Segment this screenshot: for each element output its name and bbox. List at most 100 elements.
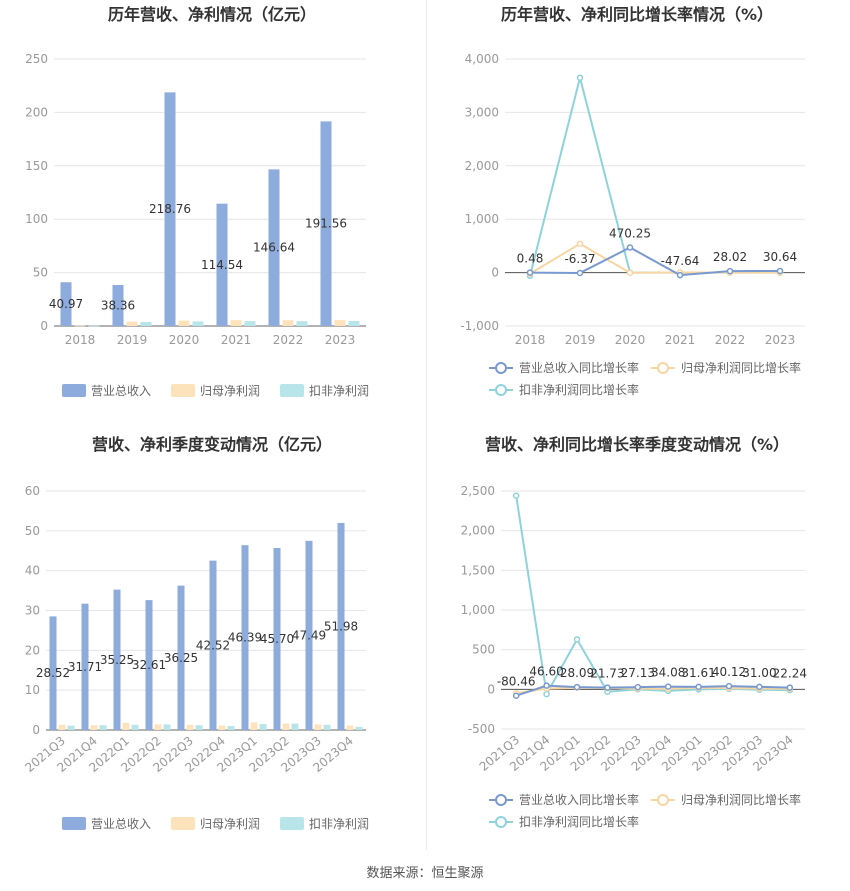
series-point-0: [776, 267, 784, 275]
series-line-1: [516, 686, 790, 695]
bar-deducted-profit: [296, 321, 308, 326]
y-tick-label: 1,000: [465, 212, 499, 226]
bar-revenue: [337, 522, 345, 730]
y-tick-label: 2,500: [461, 484, 495, 498]
y-tick-label: 0: [40, 319, 48, 333]
series-point-2: [576, 74, 584, 81]
bar-deducted-profit: [99, 725, 107, 730]
data-label: 218.76: [149, 202, 191, 216]
chart-title: 历年营收、净利情况（亿元）: [108, 5, 316, 24]
y-tick-label: 250: [25, 52, 48, 66]
bar-revenue: [81, 603, 89, 730]
quarterly-revenue-profit-chart: 营收、净利季度变动情况（亿元） 0 10 20 30 40 50 60 28.52 2021Q3 3…: [0, 430, 425, 860]
x-tick-label: 2023: [325, 333, 356, 347]
data-label: -80.46: [497, 675, 536, 689]
chart-title: 历年营收、净利同比增长率情况（%）: [501, 5, 773, 24]
y-tick-label: 2,000: [461, 524, 495, 538]
bar-net-profit: [230, 320, 242, 326]
bar-revenue: [241, 545, 249, 730]
series-point-0: [676, 271, 684, 279]
x-tick-label: 2021: [665, 333, 696, 347]
data-label: 146.64: [253, 241, 295, 255]
y-tick-label: 3,000: [465, 105, 499, 119]
bar-deducted-profit: [323, 724, 331, 730]
y-tick-label: -500: [468, 722, 495, 736]
bar-net-profit: [314, 724, 322, 730]
data-label: 40.12: [712, 665, 746, 679]
y-tick-label: 0: [487, 682, 495, 696]
data-source: 数据来源：恒生聚源: [366, 866, 484, 881]
y-tick-label: 500: [472, 643, 495, 657]
data-label: 28.02: [713, 250, 747, 264]
legend-marker: [495, 794, 507, 806]
bar-net-profit: [282, 723, 290, 730]
annual-growth-rate-svg: 历年营收、净利同比增长率情况（%） -1,000 0 1,000 2,000 3,000 4…: [460, 5, 805, 397]
series-point-0: [526, 269, 534, 276]
bar-deducted-profit: [259, 724, 267, 730]
data-label: 40.97: [49, 297, 83, 311]
y-tick-label: 30: [25, 604, 40, 618]
bar-net-profit: [282, 320, 294, 326]
y-tick-label: 0: [491, 266, 499, 280]
x-tick-label: 2019: [117, 333, 148, 347]
data-label: -6.37: [564, 252, 595, 266]
data-label: 31.71: [68, 660, 102, 674]
legend-label: 营业总收入: [91, 817, 151, 831]
chart-title: 营收、净利季度变动情况（亿元）: [92, 435, 332, 454]
bar-revenue: [60, 282, 72, 326]
series-point-0: [573, 683, 581, 691]
legend-label: 归母净利润同比增长率: [681, 792, 801, 807]
x-tick-label: 2021: [221, 333, 252, 347]
y-tick-label: 200: [25, 105, 48, 119]
data-label: 470.25: [609, 226, 651, 240]
data-label: 30.64: [763, 250, 797, 264]
series-point-0: [543, 682, 550, 689]
annual-revenue-profit-svg: 历年营收、净利情况（亿元） 0 50 100 150 200 250 40.97 2018 38.…: [25, 5, 369, 398]
bar-deducted-profit: [348, 320, 360, 326]
legend-swatch: [171, 384, 195, 397]
y-tick-label: 60: [25, 484, 40, 498]
quarterly-revenue-profit-svg: 营收、净利季度变动情况（亿元）010203040506028.522021Q33…: [22, 435, 369, 831]
data-label: 34.08: [651, 666, 685, 680]
data-label: 27.13: [621, 666, 655, 680]
bar-net-profit: [178, 320, 190, 326]
series-line-0: [529, 246, 781, 277]
series-point-0: [634, 683, 642, 691]
y-tick-label: 1,500: [461, 563, 495, 577]
quarterly-growth-rate-svg: 营收、净利同比增长率季度变动情况（%） -500 0 500 1,000 1,500 2,0…: [461, 435, 807, 829]
data-label: 45.70: [260, 632, 294, 646]
x-tick-label: 2019: [565, 333, 596, 347]
data-label: 38.36: [101, 299, 135, 313]
legend-swatch: [280, 384, 304, 397]
legend-label: 归母净利润: [200, 384, 260, 398]
series-point-0: [626, 244, 634, 251]
bar-revenue: [112, 285, 124, 326]
data-label: 51.98: [324, 619, 358, 633]
bar-revenue: [164, 92, 176, 326]
bar-deducted-profit: [355, 726, 363, 730]
legend-swatch: [171, 817, 195, 830]
bar-revenue: [305, 540, 313, 730]
data-label: 46.60: [529, 665, 563, 679]
y-tick-label: 4,000: [465, 52, 499, 66]
data-label: 28.52: [36, 666, 70, 680]
bar-deducted-profit: [131, 724, 139, 730]
bar-revenue: [320, 121, 332, 327]
data-label: -47.64: [661, 254, 700, 268]
data-label: 46.39: [228, 631, 262, 645]
legend-label: 营业总收入同比增长率: [519, 360, 639, 375]
bar-revenue: [113, 589, 121, 730]
bar-revenue: [216, 203, 228, 326]
chart-title: 营收、净利同比增长率季度变动情况（%）: [485, 435, 789, 454]
series-point-1: [576, 240, 584, 248]
bar-deducted-profit: [192, 321, 204, 326]
y-tick-label: 50: [25, 524, 40, 538]
legend-marker: [495, 362, 507, 374]
bar-revenue: [268, 169, 280, 326]
annual-growth-rate-chart: 历年营收、净利同比增长率情况（%） -1,000 0 1,000 2,000 3,000 4…: [425, 0, 850, 430]
series-line-0: [515, 684, 790, 697]
y-tick-label: 40: [25, 564, 40, 578]
x-tick-label: 2018: [515, 333, 546, 347]
data-label: 22.24: [773, 667, 807, 681]
series-line-1: [529, 242, 781, 275]
